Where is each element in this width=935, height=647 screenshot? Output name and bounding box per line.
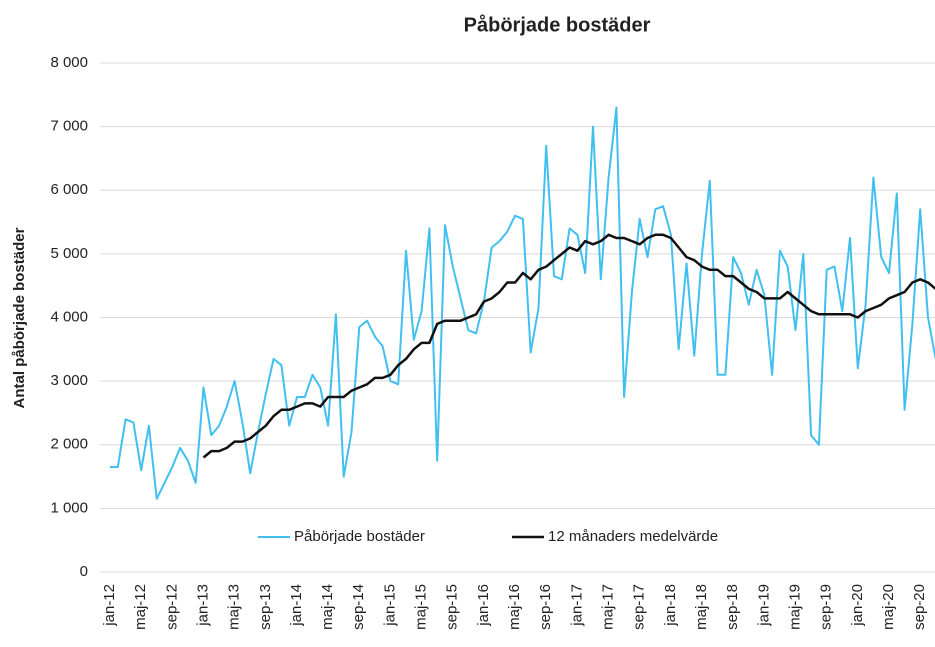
y-tick-label: 0 [80, 563, 88, 580]
x-tick-label: maj-12 [132, 584, 149, 630]
x-tick-label: jan-18 [662, 584, 679, 627]
x-tick-label: sep-12 [163, 584, 180, 630]
x-tick-label: sep-14 [350, 584, 367, 630]
y-tick-label: 2 000 [50, 436, 88, 453]
series-line [110, 106, 935, 500]
x-tick-label: jan-19 [755, 584, 772, 627]
x-tick-label: jan-16 [475, 584, 492, 627]
x-tick-label: maj-15 [413, 584, 430, 630]
y-tick-label: 4 000 [50, 308, 88, 325]
y-tick-label: 3 000 [50, 372, 88, 389]
chart-title: Påbörjade bostäder [464, 13, 651, 36]
y-tick-label: 1 000 [50, 499, 88, 516]
x-tick-label: maj-19 [786, 584, 803, 630]
x-tick-label: jan-14 [288, 584, 305, 627]
x-tick-label: jan-17 [568, 584, 585, 627]
x-tick-label: jan-12 [101, 584, 118, 627]
y-tick-label: 7 000 [50, 118, 88, 135]
x-tick-label: sep-18 [724, 584, 741, 630]
x-tick-label: sep-19 [818, 584, 835, 630]
x-tick-label: sep-15 [444, 584, 461, 630]
legend-label: Påbörjade bostäder [294, 528, 425, 545]
y-tick-label: 8 000 [50, 54, 88, 71]
x-tick-label: maj-13 [226, 584, 243, 630]
x-tick-label: maj-14 [319, 584, 336, 630]
legend-label: 12 månaders medelvärde [548, 528, 718, 545]
x-tick-label: jan-13 [194, 584, 211, 627]
x-tick-label: maj-17 [600, 584, 617, 630]
x-tick-label: jan-20 [849, 584, 866, 627]
x-tick-label: sep-13 [257, 584, 274, 630]
x-tick-label: sep-17 [631, 584, 648, 630]
y-tick-label: 5 000 [50, 245, 88, 262]
x-tick-label: maj-16 [506, 584, 523, 630]
x-tick-label: jan-15 [381, 584, 398, 627]
y-tick-label: 6 000 [50, 181, 88, 198]
y-axis-label: Antal påbörjade bostäder [11, 227, 28, 408]
x-tick-label: maj-18 [693, 584, 710, 630]
x-tick-label: maj-20 [880, 584, 897, 630]
x-tick-label: sep-16 [537, 584, 554, 630]
series-line [202, 233, 935, 459]
x-tick-label: sep-20 [911, 584, 928, 630]
